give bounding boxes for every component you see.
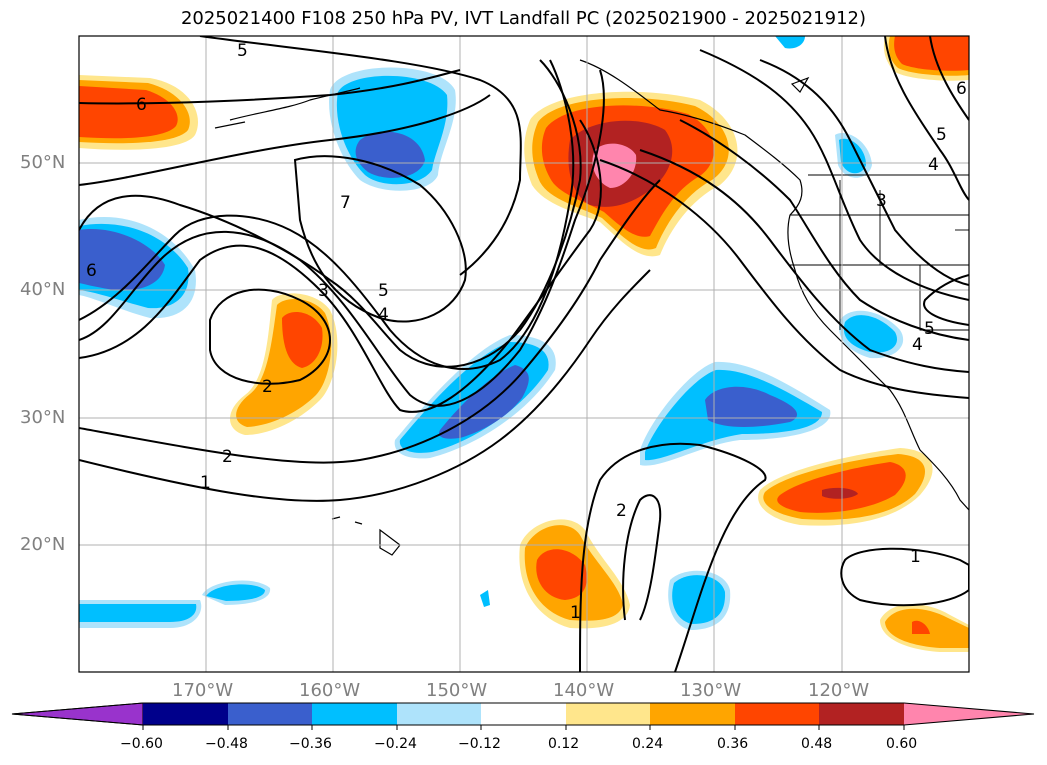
contour-label: 5: [237, 41, 248, 61]
borders: [790, 174, 969, 331]
coastlines: [214, 59, 969, 556]
contour-label: 2: [616, 501, 627, 521]
contour-label: 3: [876, 191, 887, 211]
colorbar-segment: [735, 703, 819, 725]
lat-label-30n: 30°N: [20, 407, 66, 428]
lon-label-140w: 140°W: [553, 680, 615, 701]
map-frame: [78, 35, 970, 673]
colorbar-tick-label: 0.24: [632, 736, 664, 752]
colorbar-segment: [566, 703, 650, 725]
colorbar-segment: [143, 703, 228, 725]
contour-label: 1: [910, 547, 921, 567]
contour-label: 6: [956, 79, 967, 99]
contour-label: 5: [936, 125, 947, 145]
colorbar-tick-label: 0.48: [801, 736, 833, 752]
lon-label-120w: 120°W: [808, 680, 870, 701]
lat-label-20n: 20°N: [20, 534, 66, 555]
colorbar-tick-label: 0.60: [886, 736, 918, 752]
contour-label: 7: [340, 193, 351, 213]
contour-label: 3: [318, 281, 329, 301]
colorbar-tick-label: −0.36: [289, 736, 332, 752]
contour-label: 2: [262, 377, 273, 397]
colorbar-tick-label: −0.12: [458, 736, 501, 752]
colorbar-tick-label: 0.36: [717, 736, 749, 752]
pv-contours: [79, 36, 969, 672]
lon-label-170w: 170°W: [172, 680, 234, 701]
lat-label-40n: 40°N: [20, 279, 66, 300]
contour-labels: 5 6 7 3 5 4 6 2 2 1 2 1 1 4 3 5 4 5 6: [86, 41, 967, 623]
contour-label: 5: [378, 281, 389, 301]
colorbar: [11, 702, 1035, 730]
lon-label-130w: 130°W: [680, 680, 742, 701]
colorbar-segment: [312, 703, 397, 725]
colorbar-tick-label: −0.60: [120, 736, 163, 752]
colorbar-segment: [397, 703, 481, 725]
lat-label-50n: 50°N: [20, 152, 66, 173]
colorbar-segment: [650, 703, 735, 725]
lon-label-160w: 160°W: [299, 680, 361, 701]
colorbar-tick-label: −0.24: [374, 736, 417, 752]
colorbar-tick-label: 0.12: [548, 736, 580, 752]
contour-label: 1: [570, 603, 581, 623]
contour-label: 2: [222, 447, 233, 467]
colorbar-segment: [481, 703, 566, 725]
contour-label: 6: [136, 95, 147, 115]
map-title: 2025021400 F108 250 hPa PV, IVT Landfall…: [180, 8, 867, 29]
colorbar-extend-max: [904, 703, 1034, 725]
lon-label-150w: 150°W: [426, 680, 488, 701]
contour-label: 4: [928, 155, 939, 175]
colorbar-extend-min: [11, 702, 144, 726]
contour-label: 6: [86, 261, 97, 281]
negative-shading: [79, 36, 904, 630]
colorbar-segment: [819, 703, 904, 725]
colorbar-segment: [228, 703, 312, 725]
colorbar-tick-label: −0.48: [205, 736, 248, 752]
contour-label: 4: [378, 305, 389, 325]
contour-label: 5: [924, 319, 935, 339]
contour-label: 4: [912, 335, 923, 355]
contour-label: 1: [200, 473, 211, 493]
